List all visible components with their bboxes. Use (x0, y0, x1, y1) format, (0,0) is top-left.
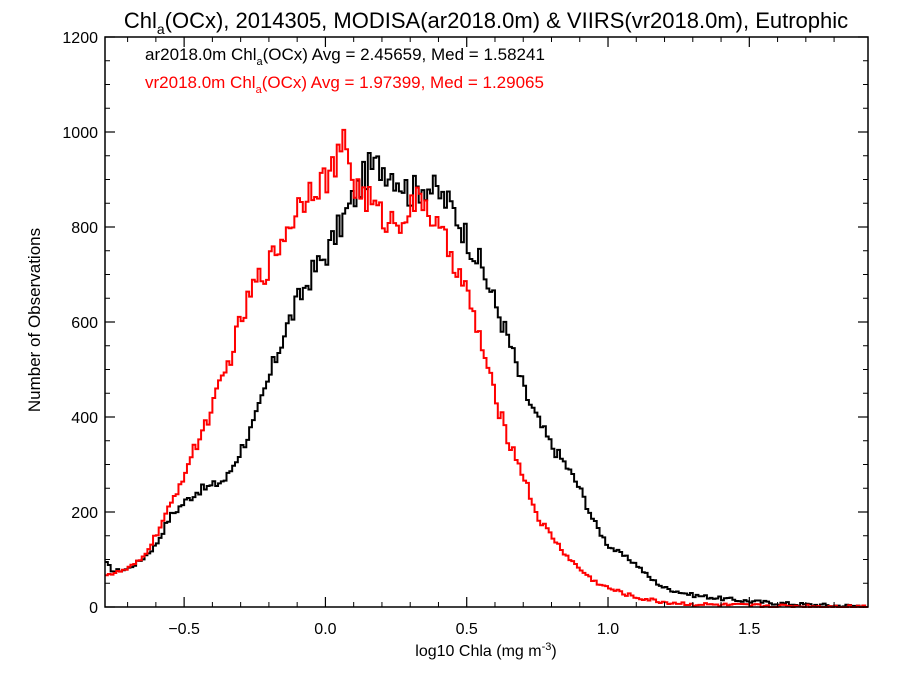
legend-text: vr2018.0m Chl (145, 73, 256, 92)
chart-title-rest: (OCx), 2014305, MODISA(ar2018.0m) & VIIR… (165, 8, 848, 33)
series-line-ar2018.0m (105, 152, 868, 608)
legend-text: ar2018.0m Chl (145, 45, 257, 64)
x-tick-label-4: 1.5 (738, 621, 760, 638)
x-tick-label-0: −0.5 (168, 621, 200, 638)
x-tick-label-2: 0.5 (456, 621, 478, 638)
y-axis-ticks: 0 200 400 600 800 1000 1200 (62, 30, 868, 617)
y-tick-label-4: 800 (71, 220, 98, 237)
legend-entry-ar2018.0m: ar2018.0m Chla(OCx) Avg = 2.45659, Med =… (145, 45, 545, 68)
y-axis-label: Number of Observations (25, 228, 44, 412)
y-tick-label-2: 400 (71, 410, 98, 427)
legend-subscript: a (256, 84, 263, 96)
chart-title: Chla(OCx), 2014305, MODISA(ar2018.0m) & … (124, 8, 848, 37)
y-tick-label-0: 0 (89, 600, 98, 617)
x-tick-label-1: 0.0 (314, 621, 336, 638)
legend-stats: (OCx) Avg = 1.97399, Med = 1.29065 (262, 73, 544, 92)
y-tick-label-3: 600 (71, 315, 98, 332)
chart-title-main: Chl (124, 8, 157, 33)
legend-subscript: a (257, 56, 264, 68)
legend-entry-vr2018.0m: vr2018.0m Chla(OCx) Avg = 1.97399, Med =… (145, 73, 544, 96)
x-axis-label-close: ) (551, 643, 556, 660)
y-tick-label-5: 1000 (62, 125, 98, 142)
x-axis-ticks: −0.5 0.0 0.5 1.0 1.5 (127, 37, 835, 638)
series-line-vr2018.0m (105, 128, 868, 608)
y-tick-label-6: 1200 (62, 30, 98, 47)
x-axis-label-main: log10 Chla (mg m (415, 643, 541, 660)
plot-frame (104, 36, 869, 608)
x-tick-label-3: 1.0 (597, 621, 619, 638)
x-axis-label-superscript: -3 (542, 641, 552, 653)
chart-title-subscript: a (157, 21, 165, 37)
legend: ar2018.0m Chla(OCx) Avg = 2.45659, Med =… (145, 45, 545, 96)
legend-stats: (OCx) Avg = 2.45659, Med = 1.58241 (263, 45, 545, 64)
series-layer (105, 128, 868, 608)
x-axis-label: log10 Chla (mg m-3) (415, 641, 556, 660)
y-tick-label-1: 200 (71, 505, 98, 522)
